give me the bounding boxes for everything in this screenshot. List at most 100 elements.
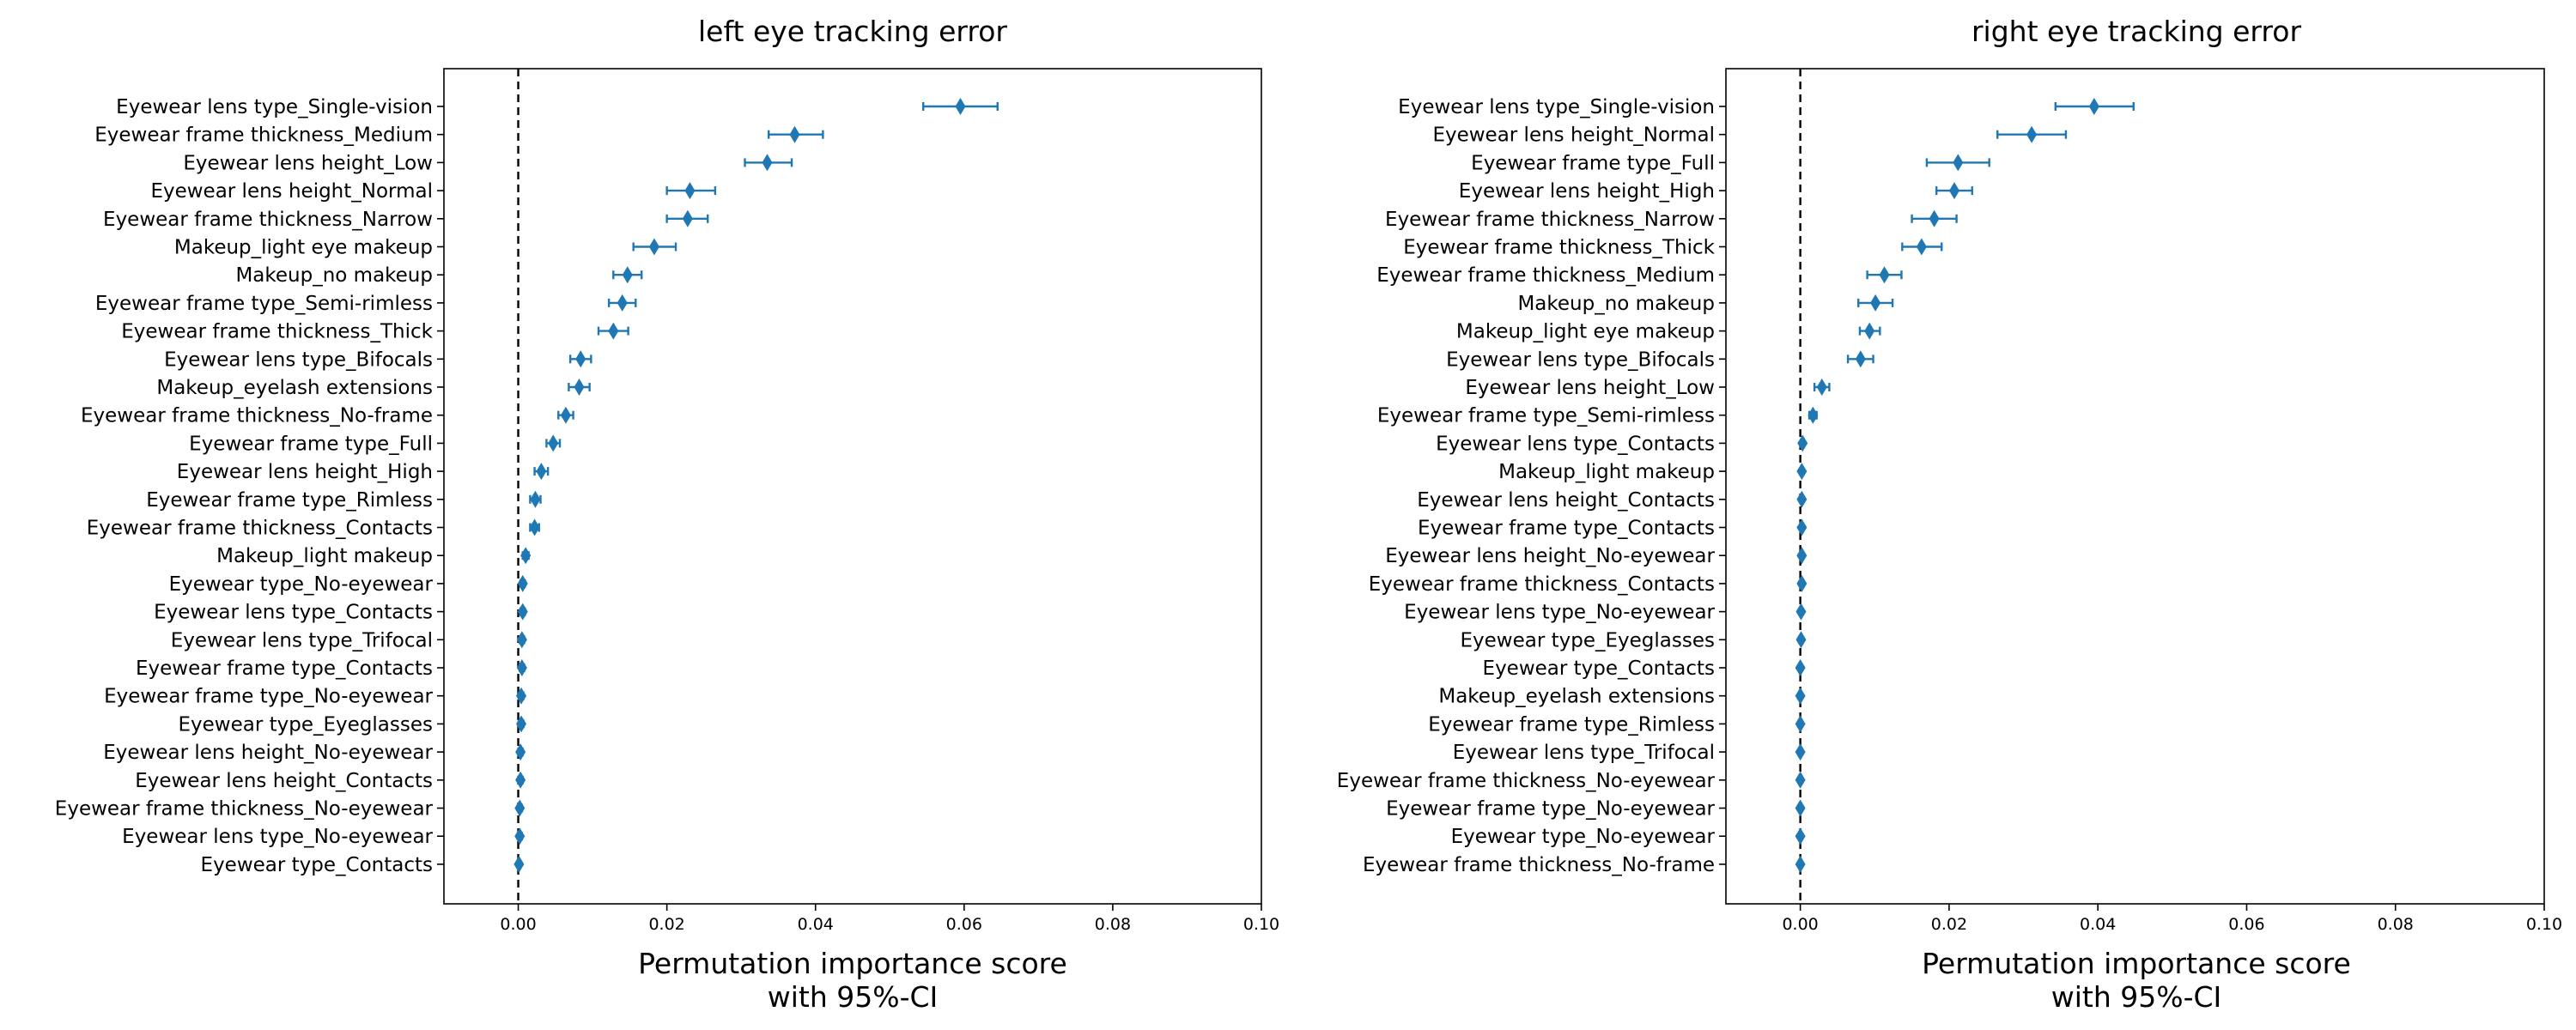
left-importance-marker xyxy=(684,182,696,200)
left-importance-marker xyxy=(574,379,585,396)
right-x-tick-label: 0.10 xyxy=(2526,915,2562,934)
left-y-tick-label: Eyewear frame thickness_Thick xyxy=(121,321,433,343)
left-y-tick-label: Makeup_light makeup xyxy=(216,545,433,567)
left-x-axis-label-line2: with 95%-CI xyxy=(768,980,939,1014)
right-importance-marker xyxy=(1795,687,1806,705)
right-y-tick-label: Eyewear lens height_Contacts xyxy=(1417,489,1715,512)
left-y-tick-label: Eyewear lens height_Normal xyxy=(150,180,433,203)
right-y-tick-label: Eyewear lens type_Single-vision xyxy=(1398,96,1715,118)
right-importance-marker xyxy=(1870,294,1881,312)
left-y-tick-label: Eyewear type_Contacts xyxy=(201,854,433,876)
left-y-tick-label: Eyewear lens type_Contacts xyxy=(154,602,433,624)
right-y-tick-label: Eyewear frame thickness_Narrow xyxy=(1385,209,1715,231)
left-y-tick-label: Eyewear frame thickness_Narrow xyxy=(103,209,433,231)
left-y-tick-label: Eyewear lens height_High xyxy=(177,461,433,483)
left-y-tick-label: Eyewear frame type_Full xyxy=(189,433,433,455)
left-importance-marker xyxy=(682,209,693,227)
left-y-tick-label: Eyewear lens height_Low xyxy=(183,152,433,174)
left-y-tick-label: Eyewear lens height_No-eyewear xyxy=(103,742,433,764)
left-importance-marker xyxy=(648,238,659,256)
right-importance-marker xyxy=(1795,743,1806,761)
right-y-tick-label: Eyewear lens height_High xyxy=(1459,180,1715,203)
right-importance-marker xyxy=(1795,631,1807,649)
left-x-tick-label: 0.08 xyxy=(1095,915,1131,934)
left-y-tick-label: Eyewear lens type_No-eyewear xyxy=(122,826,433,848)
right-x-tick-label: 0.06 xyxy=(2228,915,2264,934)
right-x-tick-label: 0.08 xyxy=(2378,915,2414,934)
left-importance-marker xyxy=(617,294,628,312)
left-x-tick-label: 0.10 xyxy=(1243,915,1279,934)
right-panel-title: right eye tracking error xyxy=(1971,15,2301,48)
left-importance-marker xyxy=(517,603,528,621)
left-y-tick-label: Eyewear lens height_Contacts xyxy=(135,770,433,792)
left-y-tick-label: Eyewear frame type_Rimless xyxy=(146,489,433,512)
right-importance-marker xyxy=(1855,350,1866,368)
right-importance-marker xyxy=(1816,379,1827,396)
right-importance-marker xyxy=(1807,406,1819,424)
right-y-tick-label: Eyewear lens height_No-eyewear xyxy=(1385,545,1715,567)
right-importance-marker xyxy=(1929,209,1940,227)
right-importance-marker xyxy=(1796,574,1807,592)
left-importance-marker xyxy=(513,855,525,873)
left-y-tick-label: Makeup_light eye makeup xyxy=(174,237,433,259)
left-importance-marker xyxy=(529,518,540,536)
left-importance-marker xyxy=(515,743,526,761)
left-y-tick-label: Makeup_eyelash extensions xyxy=(156,377,433,399)
right-importance-marker xyxy=(1948,182,1959,200)
right-eye-panel: right eye tracking error 0.00 0.02 0.04 0.0… xyxy=(1337,15,2562,1014)
left-x-tick-label: 0.02 xyxy=(648,915,684,934)
left-importance-marker xyxy=(536,463,547,481)
right-importance-marker xyxy=(1797,434,1808,452)
left-importance-marker xyxy=(514,827,526,845)
right-y-tick-label: Eyewear lens type_Contacts xyxy=(1436,433,1715,455)
left-y-tick-label: Eyewear lens type_Single-vision xyxy=(116,96,433,118)
left-y-tick-label: Eyewear frame thickness_No-frame xyxy=(81,405,433,427)
left-importance-marker xyxy=(516,687,527,705)
left-y-tick-label: Eyewear frame thickness_Medium xyxy=(94,124,433,147)
right-y-tick-label: Eyewear lens type_Bifocals xyxy=(1446,348,1715,371)
right-y-tick-label: Eyewear lens height_Low xyxy=(1465,377,1715,399)
left-y-tick-label: Makeup_no makeup xyxy=(235,264,433,287)
right-importance-marker xyxy=(1796,547,1807,565)
left-importance-marker xyxy=(560,406,571,424)
left-importance-marker xyxy=(514,799,526,817)
left-panel-title: left eye tracking error xyxy=(698,15,1007,48)
right-importance-marker xyxy=(1795,603,1807,621)
right-axes-frame xyxy=(1725,68,2545,905)
right-y-tick-label: Eyewear frame thickness_No-eyewear xyxy=(1337,770,1716,792)
left-importance-marker xyxy=(516,631,527,649)
left-y-tick-label: Eyewear lens type_Trifocal xyxy=(171,629,433,651)
right-importance-marker xyxy=(1796,518,1807,536)
left-importance-marker xyxy=(516,659,527,676)
left-y-tick-label: Eyewear frame thickness_No-eyewear xyxy=(55,798,434,821)
right-y-tick-label: Eyewear type_Contacts xyxy=(1483,657,1715,680)
right-importance-marker xyxy=(1795,771,1806,789)
left-importance-marker xyxy=(622,266,633,284)
left-axes-frame xyxy=(443,68,1262,905)
right-importance-marker xyxy=(1796,490,1807,508)
right-importance-marker xyxy=(1953,154,1964,172)
right-x-tick-label: 0.04 xyxy=(2080,915,2116,934)
left-y-tick-label: Eyewear type_Eyeglasses xyxy=(179,713,433,736)
left-x-tick-label: 0.04 xyxy=(798,915,834,934)
right-y-tick-label: Eyewear frame type_Semi-rimless xyxy=(1377,405,1715,427)
right-importance-marker xyxy=(1795,659,1806,676)
left-y-tick-label: Eyewear type_No-eyewear xyxy=(169,573,434,596)
left-x-tick-label: 0.06 xyxy=(946,915,982,934)
right-y-tick-label: Makeup_light eye makeup xyxy=(1456,321,1715,343)
right-x-axis-label-line1: Permutation importance score xyxy=(1922,947,2351,980)
right-importance-marker xyxy=(1879,266,1890,284)
right-y-tick-label: Eyewear frame type_Contacts xyxy=(1418,518,1715,540)
left-x-tick-label: 0.00 xyxy=(500,915,536,934)
right-y-tick-label: Eyewear frame thickness_Medium xyxy=(1376,264,1715,287)
right-y-tick-label: Eyewear frame thickness_No-frame xyxy=(1363,854,1715,876)
left-importance-marker xyxy=(608,322,619,340)
right-plot-area: 0.00 0.02 0.04 0.06 0.08 0.10 Eyewear lens typ… xyxy=(1337,68,2562,934)
left-importance-marker xyxy=(575,350,586,368)
left-y-tick-label: Eyewear lens type_Bifocals xyxy=(164,348,433,371)
right-x-tick-label: 0.02 xyxy=(1931,915,1967,934)
right-x-axis-label-line2: with 95%-CI xyxy=(2051,980,2222,1014)
right-importance-marker xyxy=(2026,125,2038,143)
